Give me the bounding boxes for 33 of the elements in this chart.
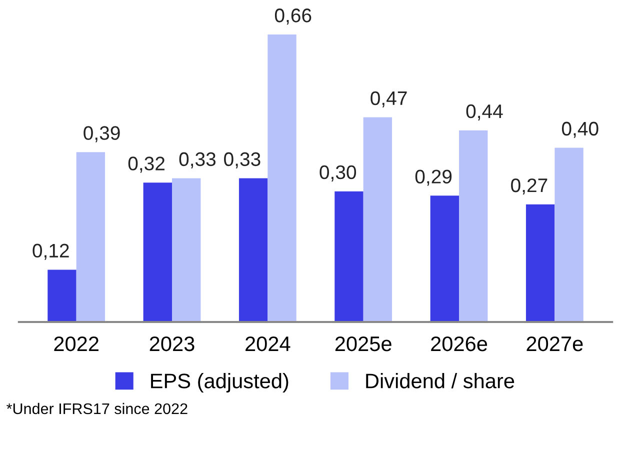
data-label: 0,39: [84, 126, 120, 142]
data-label: 0,30: [320, 165, 356, 182]
data-label: 0,12: [32, 244, 69, 260]
x-tick-label: 2027e: [526, 336, 583, 352]
data-label: 0,47: [370, 91, 407, 108]
x-tick-label: 2022: [54, 336, 98, 352]
legend-label: EPS (adjusted): [151, 373, 288, 392]
text: *Under IFRS17 since 2022: [6, 402, 188, 414]
bar: [526, 204, 555, 322]
data-label: 0,32: [128, 156, 164, 173]
data-label: 0,33: [179, 152, 216, 168]
x-tick-label: 2024: [246, 336, 290, 352]
bar: [363, 117, 392, 322]
data-label: 0,66: [274, 8, 312, 25]
data-label: 0,29: [415, 170, 452, 186]
bar: [334, 191, 364, 322]
bar: [76, 152, 106, 322]
bar: [430, 196, 459, 322]
data-label: 0,40: [562, 122, 598, 138]
bar: [143, 182, 172, 322]
data-label: 0,44: [466, 104, 503, 120]
bar: [459, 130, 488, 322]
x-tick-label: 2023: [150, 336, 194, 352]
bar: [172, 178, 201, 322]
bar: [238, 178, 268, 322]
bar: [268, 34, 296, 322]
bar: [48, 270, 76, 322]
bar: [554, 148, 584, 322]
data-label: 0,33: [224, 152, 260, 168]
x-tick-label: 2026e: [431, 336, 488, 352]
legend-label: Dividend / share: [366, 373, 514, 388]
data-label: 0,27: [511, 178, 548, 195]
x-tick-label: 2025e: [335, 336, 392, 352]
